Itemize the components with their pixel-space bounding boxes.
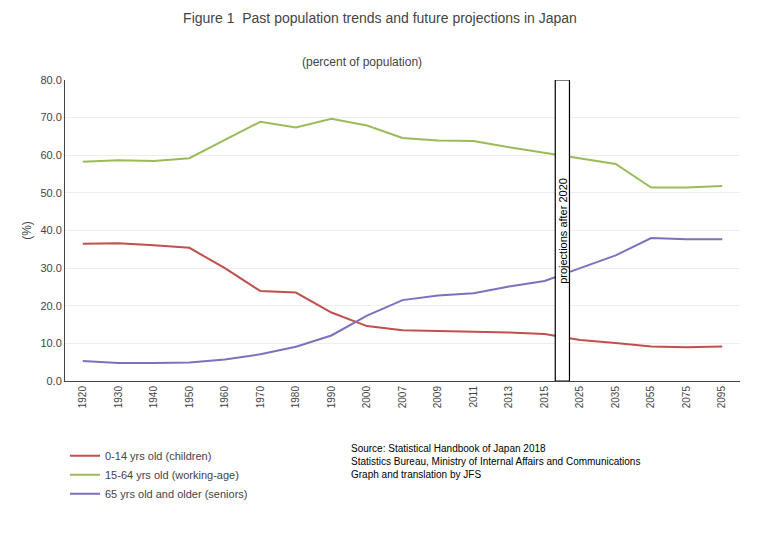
svg-text:80.0: 80.0: [40, 74, 61, 86]
svg-text:2075: 2075: [681, 386, 692, 409]
svg-text:15-64 yrs old (working-age): 15-64 yrs old (working-age): [105, 469, 239, 481]
svg-text:2009: 2009: [432, 386, 443, 409]
svg-text:2055: 2055: [645, 386, 656, 409]
svg-text:1940: 1940: [148, 386, 159, 409]
svg-text:40.0: 40.0: [40, 224, 61, 236]
svg-text:projections after 2020: projections after 2020: [557, 178, 569, 284]
svg-text:70.0: 70.0: [40, 111, 61, 123]
svg-text:0-14 yrs old (children): 0-14 yrs old (children): [105, 450, 211, 462]
svg-text:1950: 1950: [184, 386, 195, 409]
svg-text:(percent of population): (percent of population): [302, 55, 422, 69]
svg-text:2007: 2007: [397, 386, 408, 409]
svg-text:(%): (%): [20, 221, 34, 240]
svg-text:2011: 2011: [468, 386, 479, 408]
svg-text:2035: 2035: [610, 386, 621, 409]
svg-text:2025: 2025: [574, 386, 585, 409]
svg-text:Figure 1 Past population tren: Figure 1 Past population trends and futu…: [183, 10, 577, 26]
svg-text:Source: Statistical Handbook o: Source: Statistical Handbook of Japan 20…: [351, 443, 640, 480]
svg-text:1930: 1930: [113, 386, 124, 409]
svg-text:65 yrs old and older (seniors): 65 yrs old and older (seniors): [105, 488, 247, 500]
svg-text:2095: 2095: [716, 386, 727, 409]
svg-text:1920: 1920: [77, 386, 88, 409]
svg-text:2015: 2015: [539, 386, 550, 409]
svg-text:1990: 1990: [326, 386, 337, 409]
svg-text:0.0: 0.0: [47, 375, 62, 387]
svg-text:1960: 1960: [219, 386, 230, 409]
svg-text:60.0: 60.0: [40, 149, 61, 161]
svg-text:2013: 2013: [503, 386, 514, 409]
svg-text:10.0: 10.0: [40, 337, 61, 349]
svg-text:30.0: 30.0: [40, 262, 61, 274]
svg-text:1970: 1970: [255, 386, 266, 409]
svg-text:1980: 1980: [290, 386, 301, 409]
svg-text:2000: 2000: [361, 386, 372, 409]
svg-text:20.0: 20.0: [40, 300, 61, 312]
svg-text:50.0: 50.0: [40, 187, 61, 199]
